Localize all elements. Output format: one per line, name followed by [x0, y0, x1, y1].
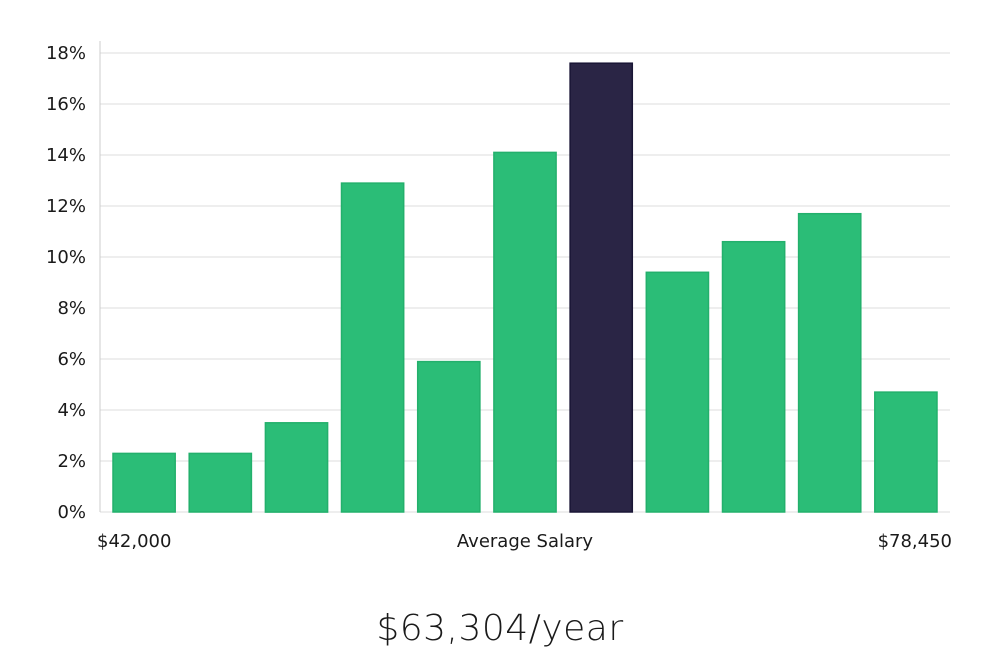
x-max-label: $78,450: [878, 531, 952, 552]
bar: [874, 391, 938, 513]
salary-histogram: 0% 2% 4% 6% 8% 10% 12% 14% 16% 18% $42,000 Averag…: [46, 41, 952, 552]
y-tick-label: 10%: [46, 247, 86, 268]
bar: [340, 182, 405, 513]
x-axis-label: Average Salary: [457, 531, 594, 552]
bar: [797, 212, 862, 513]
y-tick-label: 8%: [57, 298, 86, 319]
y-tick-label: 12%: [46, 196, 86, 217]
bar: [493, 151, 557, 513]
y-tick-label: 2%: [57, 451, 86, 472]
bar: [721, 240, 786, 513]
y-tick-label: 18%: [46, 43, 86, 64]
y-tick-label: 6%: [57, 349, 86, 370]
y-tick-label: 4%: [57, 400, 86, 421]
average-salary-value: $63,304/year: [376, 608, 624, 649]
y-tick-label: 0%: [57, 502, 86, 523]
bars: [112, 62, 938, 513]
bar: [416, 360, 481, 513]
bar: [264, 422, 329, 513]
y-tick-label: 16%: [46, 94, 86, 115]
bar: [188, 452, 253, 513]
y-tick-labels: 0% 2% 4% 6% 8% 10% 12% 14% 16% 18%: [46, 43, 86, 523]
x-min-label: $42,000: [97, 531, 171, 552]
bar: [112, 452, 176, 513]
bar: [645, 271, 710, 513]
y-tick-label: 14%: [46, 145, 86, 166]
bar-average-highlight: [569, 62, 634, 513]
